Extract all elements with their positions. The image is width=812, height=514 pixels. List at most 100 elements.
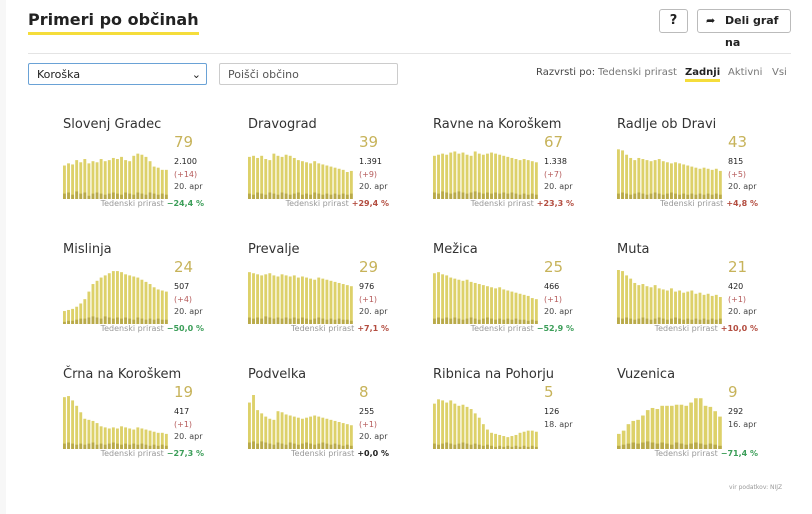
active-cases-bar xyxy=(655,409,660,449)
new-cases-bar xyxy=(288,194,292,199)
active-cases-bar xyxy=(502,155,506,199)
municipality-card[interactable]: Vuzenica 9 292 16. apr Tedenski prirast −71,4… xyxy=(617,367,802,487)
new-cases-bar xyxy=(486,317,489,324)
active-cases-bar xyxy=(83,418,87,449)
municipality-card[interactable]: Radlje ob Dravi 43 815 (+5) 20. apr Tedenski … xyxy=(617,117,802,237)
new-cases-bar xyxy=(490,193,493,199)
new-cases-bar xyxy=(272,444,276,449)
region-select[interactable]: Koroška ⌄ xyxy=(28,63,207,85)
weekly-growth-row: Tedenski prirast −27,3 % xyxy=(101,449,204,458)
daily-change-value: (+1) xyxy=(544,295,563,304)
active-cases-bar xyxy=(260,155,264,199)
active-cases-bar xyxy=(679,404,684,449)
new-cases-bar xyxy=(280,318,284,324)
help-button[interactable]: ? xyxy=(659,9,688,33)
active-cases-bar xyxy=(473,282,477,324)
daily-change-value: (+5) xyxy=(728,170,747,179)
new-cases-bar xyxy=(518,446,522,449)
municipality-card[interactable]: Slovenj Gradec 79 2.100 (+14) 20. apr Tedensk… xyxy=(63,117,248,237)
active-cases-bar xyxy=(718,170,722,199)
new-cases-bar xyxy=(641,317,645,324)
municipality-card[interactable]: Mežica 25 466 (+1) 20. apr Tedenski prirast −5… xyxy=(433,242,618,362)
new-cases-bar xyxy=(148,192,152,199)
active-cases-bar xyxy=(625,154,629,199)
municipality-card[interactable]: Prevalje 29 976 (+1) 20. apr Tedenski prirast… xyxy=(248,242,433,362)
municipality-card[interactable]: Mislinja 24 507 (+4) 20. apr Tedenski prirast… xyxy=(63,242,248,362)
active-cases-bar xyxy=(309,416,313,449)
active-cases-bar xyxy=(617,433,621,449)
new-cases-bar xyxy=(248,317,251,324)
active-cases-bar xyxy=(469,281,473,324)
weekly-growth-label: Tedenski prirast xyxy=(285,199,349,208)
active-cases-bar xyxy=(341,169,345,199)
new-cases-bar xyxy=(107,193,111,199)
sort-option-all[interactable]: Vsi xyxy=(772,67,787,78)
new-cases-bar xyxy=(445,192,449,199)
active-cases-bar xyxy=(465,154,469,199)
active-cases-bar xyxy=(160,169,164,199)
new-cases-bar xyxy=(333,319,337,324)
weekly-growth-label: Tedenski prirast xyxy=(660,199,724,208)
new-cases-bar xyxy=(111,318,115,324)
new-cases-bar xyxy=(649,193,653,199)
new-cases-bar xyxy=(534,320,538,324)
new-cases-bar xyxy=(116,443,119,449)
active-cases-bar xyxy=(288,276,292,324)
sort-option-active[interactable]: Aktivni xyxy=(728,67,763,78)
new-cases-bar xyxy=(156,194,160,199)
municipality-name: Ravne na Koroškem xyxy=(433,117,562,132)
new-cases-bar xyxy=(481,445,485,449)
new-cases-bar xyxy=(140,443,144,449)
new-cases-bar xyxy=(665,319,669,324)
active-cases-bar xyxy=(670,405,674,449)
active-cases-bar xyxy=(128,428,132,449)
new-cases-bar xyxy=(103,316,107,324)
municipality-card[interactable]: Črna na Koroškem 19 417 (+1) 20. apr Tedenski… xyxy=(63,367,248,487)
active-cases-bar xyxy=(649,287,653,324)
active-cases-bar xyxy=(461,404,465,449)
new-cases-bar xyxy=(457,318,461,324)
active-cases-bar xyxy=(260,275,264,324)
municipality-card[interactable]: Dravograd 39 1.391 (+9) 20. apr Tedenski prir… xyxy=(248,117,433,237)
active-cases-bar xyxy=(694,398,698,449)
active-cases-bar xyxy=(498,287,502,324)
active-cases-bar xyxy=(674,162,677,199)
new-cases-bar xyxy=(136,317,140,324)
new-cases-bar xyxy=(650,442,655,449)
active-cases-bar xyxy=(111,271,115,324)
sparkline-bar-chart xyxy=(63,396,168,449)
new-cases-bar xyxy=(441,191,445,199)
municipality-card[interactable]: Ravne na Koroškem 67 1.338 (+7) 20. apr Teden… xyxy=(433,117,618,237)
weekly-growth-value: +7,1 % xyxy=(357,324,389,333)
active-cases-bar xyxy=(313,279,317,324)
new-cases-bar xyxy=(506,445,510,449)
municipality-card[interactable]: Ribnica na Pohorju 5 126 18. apr xyxy=(433,367,618,487)
total-cases-value: 2.100 xyxy=(174,157,197,166)
sort-option-weekly-growth[interactable]: Tedenski prirast xyxy=(598,67,677,78)
active-cases-bar xyxy=(698,292,702,324)
municipality-name: Mežica xyxy=(433,242,478,257)
active-cases-bar xyxy=(514,434,518,449)
sort-option-latest[interactable]: Zadnji xyxy=(685,67,721,82)
share-chart-button[interactable]: ➦ Deli graf na xyxy=(697,9,791,49)
left-edge-strip xyxy=(0,0,6,514)
active-cases-bar xyxy=(71,308,75,324)
municipality-card[interactable]: Podvelka 8 255 (+1) 20. apr Tedenski prirast +… xyxy=(248,367,433,487)
municipality-card[interactable]: Muta 21 420 (+1) 20. apr Tedenski prirast +10,… xyxy=(617,242,802,362)
active-cases-bar xyxy=(91,284,95,324)
new-cases-bar xyxy=(633,193,637,199)
new-cases-bar xyxy=(317,443,321,449)
new-cases-bar xyxy=(325,319,329,324)
new-cases-bar xyxy=(477,319,481,324)
new-cases-bar xyxy=(433,192,436,199)
municipality-search-input[interactable] xyxy=(219,63,398,85)
active-cases-bar xyxy=(437,154,440,199)
active-cases-bar xyxy=(650,407,655,449)
active-cases-bar xyxy=(441,153,445,199)
active-cases-bar xyxy=(660,405,664,449)
new-cases-bar xyxy=(317,317,321,324)
new-cases-bar xyxy=(469,192,473,199)
active-cases-bar xyxy=(678,163,682,199)
sparkline-bar-chart xyxy=(248,153,353,199)
new-cases-bar xyxy=(132,194,136,199)
